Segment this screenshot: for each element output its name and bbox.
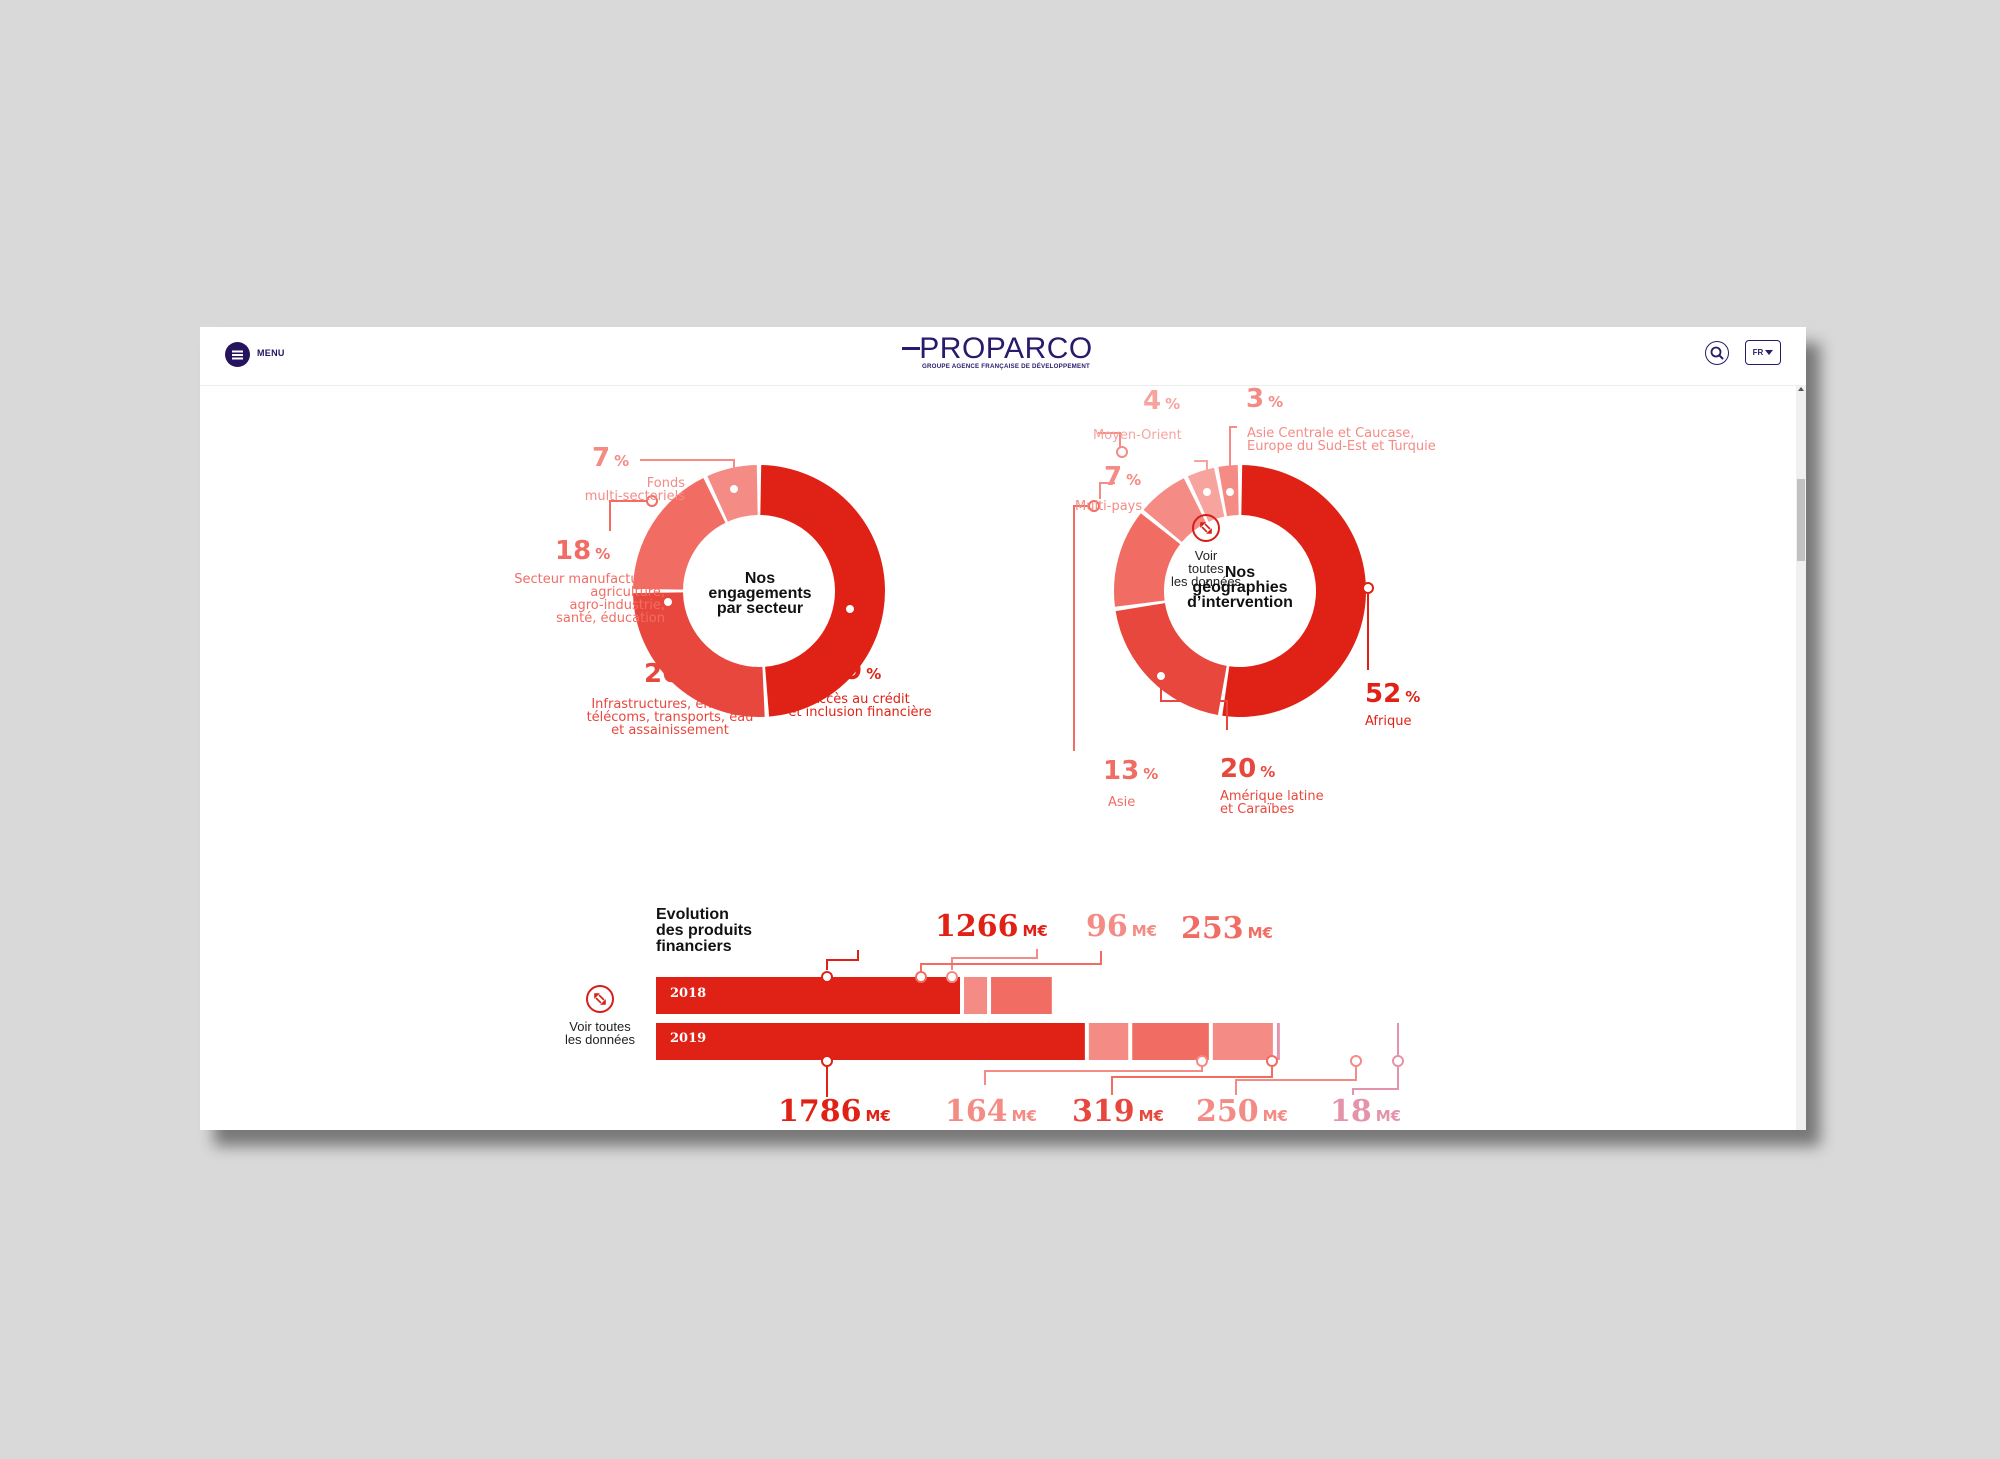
amount-2019-3: 319 M€	[1072, 1094, 1164, 1129]
donut-segment[interactable]	[633, 592, 765, 717]
proparco-logo[interactable]: PROPARCO GROUPE AGENCE FRANÇAISE DE DÉVE…	[902, 332, 1106, 370]
bar-segment[interactable]	[1088, 1023, 1129, 1060]
geo-pct-multi-pays: 7%	[1104, 462, 1142, 492]
view-all-line: Voir toutes	[569, 1019, 631, 1034]
amount-2018-3: 253 M€	[1181, 911, 1273, 946]
scrollbar-thumb[interactable]	[1797, 479, 1805, 561]
leader-lines	[609, 426, 1374, 751]
search-button[interactable]	[1705, 341, 1729, 365]
bar-segment[interactable]	[1212, 1023, 1273, 1060]
geo-pct-amerique: 20%	[1220, 754, 1276, 784]
logo-subtitle: GROUPE AGENCE FRANÇAISE DE DÉVELOPPEMENT	[922, 363, 1090, 370]
geo-label-moyen-orient: Moyen-Orient	[1093, 428, 1182, 443]
donut-segment[interactable]	[1143, 478, 1207, 543]
products-bars	[656, 977, 1280, 1060]
sector-pct-fonds: 7%	[592, 443, 630, 473]
view-all-data-link-products[interactable]: Voir toutes les données	[550, 985, 650, 1046]
title-line: par secteur	[716, 600, 804, 617]
language-select[interactable]: FR	[1745, 340, 1781, 365]
geography-chart-title: Nos géographies d’intervention	[1175, 564, 1305, 611]
geo-pct-asie-centrale: 3%	[1246, 384, 1284, 414]
browser-window: MENU PROPARCO GROUPE AGENCE FRANÇAISE DE…	[200, 327, 1806, 1130]
bar-segment[interactable]	[964, 977, 988, 1014]
title-line: d’intervention	[1187, 594, 1293, 611]
amount-2019-2: 164 M€	[945, 1094, 1037, 1129]
view-all-data-link-sectors[interactable]: Voir toutes les données	[1150, 514, 1262, 588]
language-value: FR	[1752, 348, 1764, 357]
view-all-line: les données	[1170, 574, 1242, 589]
site-header: MENU PROPARCO GROUPE AGENCE FRANÇAISE DE…	[200, 327, 1806, 386]
donut-segment[interactable]	[1222, 465, 1366, 717]
menu-label[interactable]: MENU	[257, 348, 285, 358]
geo-pct-asie: 13%	[1103, 756, 1159, 786]
charts-graphics	[609, 426, 1404, 1097]
expand-arrows-icon	[586, 985, 614, 1013]
search-icon	[1710, 346, 1724, 360]
donut-segment[interactable]	[1115, 603, 1227, 716]
geo-pct-afrique: 52%	[1365, 679, 1421, 709]
donut-segment[interactable]	[633, 477, 726, 590]
title-line: géographies	[1192, 579, 1288, 596]
geo-label-asie-centrale: Asie Centrale et Caucase, Europe du Sud-E…	[1247, 426, 1436, 454]
geo-label-asie: Asie	[1108, 795, 1136, 810]
donut-segment[interactable]	[1114, 513, 1181, 607]
sector-label-manufacturier: Secteur manufacturier, agriculture, agro-i…	[514, 572, 665, 626]
geo-label-afrique: Afrique	[1365, 714, 1412, 729]
bar-label-2019: 2019	[670, 1031, 707, 1046]
expand-arrows-icon	[1192, 514, 1220, 542]
sector-pct-infrastructures: 26%	[644, 659, 700, 689]
sector-label-infrastructures: Infrastructures, énergie, télécoms, trans…	[586, 697, 754, 738]
logo-title: PROPARCO	[919, 332, 1093, 365]
caret-down-icon	[1765, 350, 1774, 355]
bar-segment[interactable]	[1276, 1023, 1280, 1060]
sector-pct-manufacturier: 18%	[555, 536, 611, 566]
hamburger-icon	[232, 353, 243, 356]
products-chart-title: Evolution des produits financiers	[656, 906, 753, 955]
page-scrollbar[interactable]	[1796, 385, 1806, 1130]
bar-segment[interactable]	[1132, 1023, 1209, 1060]
sector-label-credit: Accès au crédit et inclusion financière	[788, 692, 932, 720]
view-all-line: toutes	[1188, 561, 1224, 576]
amount-2018-1: 1266 M€	[935, 909, 1048, 944]
title-line: Nos	[744, 570, 776, 587]
amount-2019-4: 250 M€	[1196, 1094, 1288, 1129]
bar-label-2018: 2018	[670, 986, 707, 1001]
amount-2019-5: 18 M€	[1330, 1094, 1402, 1129]
title-line: Nos	[1224, 564, 1256, 581]
amount-2019-1: 1786 M€	[778, 1094, 891, 1129]
geo-label-multi-pays: Multi-pays	[1075, 499, 1143, 514]
scroll-up-arrow-icon[interactable]	[1798, 387, 1804, 391]
bar-segment[interactable]	[656, 1023, 1085, 1060]
geo-pct-moyen-orient: 4%	[1143, 386, 1181, 416]
view-all-line: les données	[564, 1032, 636, 1047]
donut-segment[interactable]	[760, 465, 886, 717]
bar-segment[interactable]	[991, 977, 1052, 1014]
amount-2018-2: 96 M€	[1086, 909, 1158, 944]
bar-leader-lines	[821, 949, 1404, 1097]
page-content: Nos engagements par secteur 7% Fonds mult…	[200, 385, 1796, 1130]
bar-segment[interactable]	[656, 977, 960, 1014]
menu-button[interactable]	[225, 342, 250, 367]
sector-label-fonds: Fonds multi-sectoriels	[584, 476, 685, 504]
sector-pct-credit: 49%	[826, 656, 882, 686]
view-all-line: Voir	[1194, 548, 1218, 563]
geo-label-amerique: Amérique latine et Caraïbes	[1220, 789, 1324, 817]
title-line: engagements	[708, 585, 812, 602]
logo-cross-icon	[902, 347, 920, 350]
sector-chart-title: Nos engagements par secteur	[700, 570, 820, 617]
